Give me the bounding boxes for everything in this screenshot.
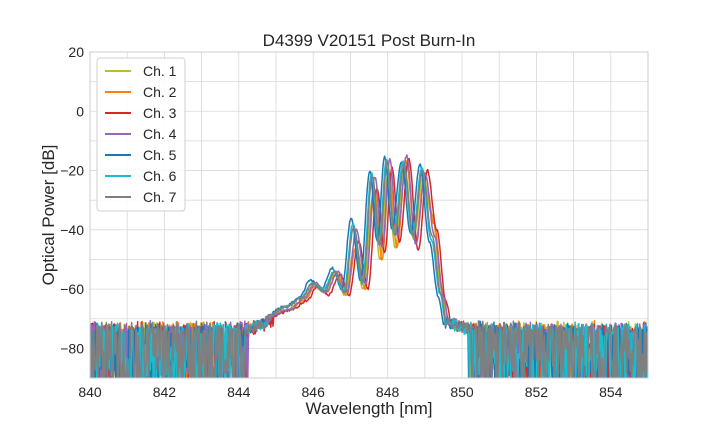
y-tick-label: −20 [60, 163, 84, 179]
x-tick-label: 842 [153, 384, 177, 400]
x-tick-label: 850 [450, 384, 474, 400]
legend-label: Ch. 4 [143, 126, 177, 142]
chart-title: D4399 V20151 Post Burn-In [263, 31, 476, 50]
legend-label: Ch. 5 [143, 147, 177, 163]
legend-label: Ch. 6 [143, 168, 177, 184]
x-tick-label: 846 [302, 384, 326, 400]
x-axis-ticks: 840 842 844 846 848 850 852 854 [78, 384, 622, 400]
legend-label: Ch. 2 [143, 84, 177, 100]
series-line [90, 159, 648, 378]
series-line [90, 160, 648, 378]
legend-label: Ch. 3 [143, 105, 177, 121]
x-tick-label: 844 [227, 384, 251, 400]
x-axis-title: Wavelength [nm] [306, 399, 433, 418]
legend: Ch. 1 Ch. 2 Ch. 3 Ch. 4 Ch. 5 Ch. 6 Ch. 7 [96, 57, 186, 212]
series-line [90, 154, 648, 378]
plot-frame [89, 51, 649, 379]
y-axis-title: Optical Power [dB] [39, 145, 58, 286]
x-tick-label: 848 [376, 384, 400, 400]
x-tick-label: 852 [525, 384, 549, 400]
y-tick-label: 0 [76, 103, 84, 119]
y-tick-label: −80 [60, 340, 84, 356]
x-tick-label: 840 [78, 384, 102, 400]
y-axis-ticks: 20 0 −20 −40 −60 −80 [60, 44, 84, 356]
series-layer [90, 154, 648, 378]
legend-label: Ch. 7 [143, 189, 177, 205]
legend-box [96, 57, 186, 212]
legend-label: Ch. 1 [143, 63, 177, 79]
y-tick-label: −40 [60, 222, 84, 238]
x-tick-label: 854 [599, 384, 623, 400]
y-tick-label: 20 [68, 44, 84, 60]
y-tick-label: −60 [60, 281, 84, 297]
